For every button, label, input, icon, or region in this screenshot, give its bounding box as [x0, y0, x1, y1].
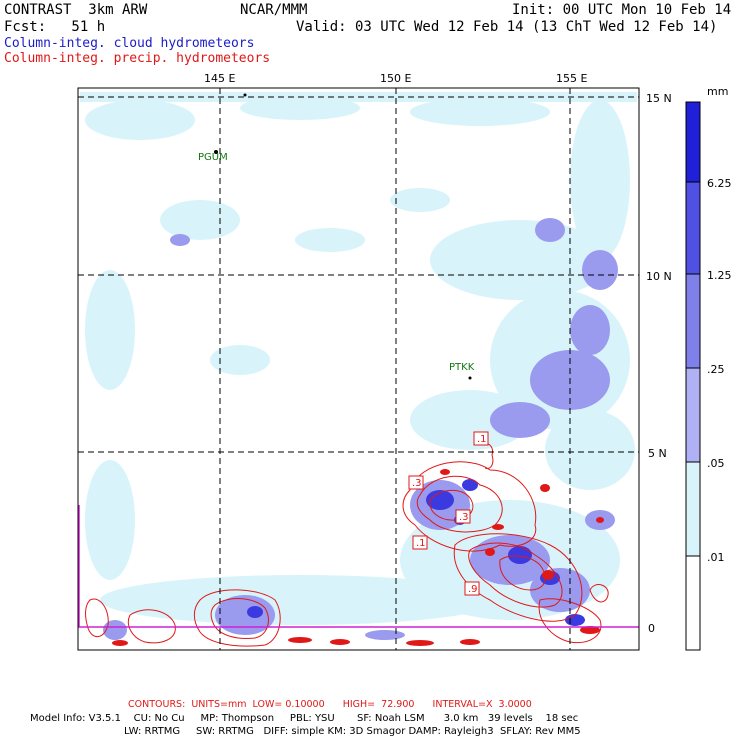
inner-domain-boundary — [78, 505, 639, 628]
contour-label: .1 — [477, 434, 487, 445]
lon-label-155: 155 E — [556, 72, 588, 85]
station-pgum: PGUM — [198, 152, 228, 163]
model-info-line1: Model Info: V3.5.1 CU: No Cu MP: Thompso… — [30, 713, 579, 724]
contour-label: .3 — [459, 512, 469, 523]
model-info-line2: LW: RRTMG SW: RRTMG DIFF: simple KM: 3D … — [124, 726, 581, 737]
model-title: CONTRAST 3km ARW — [4, 2, 148, 18]
field-precip-label: Column-integ. precip. hydrometeors — [4, 51, 271, 66]
lon-label-145: 145 E — [204, 72, 236, 85]
org-label: NCAR/MMM — [240, 2, 308, 18]
colorbar — [685, 101, 701, 651]
contour-label-boxes — [408, 431, 489, 596]
colorbar-bin-5 — [685, 461, 701, 557]
colorbar-bin-2 — [685, 181, 701, 275]
contour-label: .1 — [416, 538, 426, 549]
forecast-hour: Fcst: 51 h — [4, 19, 106, 35]
lat-label-0: 0 — [648, 622, 655, 635]
station-ptkk: PTKK — [449, 362, 475, 373]
contour-label: .3 — [412, 478, 422, 489]
field-cloud-label: Column-integ. cloud hydrometeors — [4, 36, 255, 51]
colorbar-bin-1 — [685, 101, 701, 183]
contour-label: .9 — [468, 584, 478, 595]
colorbar-label: .25 — [707, 363, 725, 376]
lon-label-150: 150 E — [380, 72, 412, 85]
colorbar-bin-4 — [685, 367, 701, 463]
valid-time: Valid: 03 UTC Wed 12 Feb 14 (13 ChT Wed … — [296, 19, 718, 35]
map-border — [77, 87, 640, 651]
colorbar-bin-6 — [685, 555, 701, 651]
colorbar-label: 6.25 — [707, 177, 732, 190]
contours-info: CONTOURS: UNITS=mm LOW= 0.10000 HIGH= 72… — [128, 699, 532, 710]
contour-labels: .1 .3 .1 .3 .9 — [412, 434, 487, 595]
colorbar-label: 1.25 — [707, 269, 732, 282]
colorbar-units: mm — [707, 85, 729, 98]
precip-cores — [112, 469, 604, 646]
init-time: Init: 00 UTC Mon 10 Feb 14 — [512, 2, 732, 18]
lat-label-10: 10 N — [646, 270, 672, 283]
lat-label-15: 15 N — [646, 92, 672, 105]
colorbar-label: .05 — [707, 457, 725, 470]
colorbar-bin-3 — [685, 273, 701, 369]
station-markers — [214, 93, 472, 380]
lat-label-5: 5 N — [648, 447, 667, 460]
colorbar-label: .01 — [707, 551, 725, 564]
